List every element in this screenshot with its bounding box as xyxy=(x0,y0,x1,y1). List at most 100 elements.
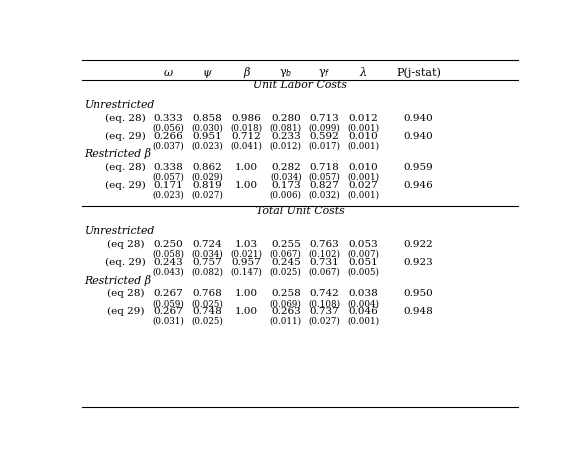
Text: 1.03: 1.03 xyxy=(235,239,258,248)
Text: 0.010: 0.010 xyxy=(348,131,378,140)
Text: (0.001): (0.001) xyxy=(347,316,379,325)
Text: Unrestricted: Unrestricted xyxy=(84,100,155,109)
Text: (0.041): (0.041) xyxy=(231,141,263,150)
Text: 0.282: 0.282 xyxy=(271,163,301,172)
Text: (0.001): (0.001) xyxy=(347,190,379,200)
Text: (0.017): (0.017) xyxy=(308,141,340,150)
Text: (0.001): (0.001) xyxy=(347,141,379,150)
Text: (eq. 29): (eq. 29) xyxy=(105,181,146,189)
Text: β: β xyxy=(244,67,250,78)
Text: (0.021): (0.021) xyxy=(231,249,263,258)
Text: 0.986: 0.986 xyxy=(232,113,261,122)
Text: 0.051: 0.051 xyxy=(348,257,378,266)
Text: (eq. 28): (eq. 28) xyxy=(105,113,146,123)
Text: 1.00: 1.00 xyxy=(235,181,258,189)
Text: 0.267: 0.267 xyxy=(154,288,183,298)
Text: (0.025): (0.025) xyxy=(191,299,223,307)
Text: ω: ω xyxy=(164,68,173,78)
Text: 1.00: 1.00 xyxy=(235,288,258,298)
Text: 0.950: 0.950 xyxy=(404,288,433,298)
Text: (eq. 29): (eq. 29) xyxy=(105,131,146,140)
Text: 0.959: 0.959 xyxy=(404,163,433,172)
Text: 0.940: 0.940 xyxy=(404,113,433,122)
Text: Restricted β: Restricted β xyxy=(84,274,152,285)
Text: (0.056): (0.056) xyxy=(153,124,185,132)
Text: 0.712: 0.712 xyxy=(232,131,261,140)
Text: γ$_f$: γ$_f$ xyxy=(318,67,331,79)
Text: 0.038: 0.038 xyxy=(348,288,378,298)
Text: 0.957: 0.957 xyxy=(232,257,261,266)
Text: (0.030): (0.030) xyxy=(191,124,223,132)
Text: 0.757: 0.757 xyxy=(192,257,222,266)
Text: 0.827: 0.827 xyxy=(309,181,339,189)
Text: (0.005): (0.005) xyxy=(347,267,379,276)
Text: (0.058): (0.058) xyxy=(152,249,185,258)
Text: 0.737: 0.737 xyxy=(309,307,339,315)
Text: (0.025): (0.025) xyxy=(270,267,302,276)
Text: (0.059): (0.059) xyxy=(153,299,185,307)
Text: 0.748: 0.748 xyxy=(192,307,222,315)
Text: 0.948: 0.948 xyxy=(404,307,433,315)
Text: ψ: ψ xyxy=(203,68,212,78)
Text: (0.067): (0.067) xyxy=(308,267,340,276)
Text: 1.00: 1.00 xyxy=(235,307,258,315)
Text: 0.858: 0.858 xyxy=(192,113,222,122)
Text: 0.263: 0.263 xyxy=(271,307,301,315)
Text: 0.280: 0.280 xyxy=(271,113,301,122)
Text: (0.018): (0.018) xyxy=(231,124,263,132)
Text: 0.718: 0.718 xyxy=(309,163,339,172)
Text: P(j-stat): P(j-stat) xyxy=(396,68,441,78)
Text: 0.250: 0.250 xyxy=(154,239,183,248)
Text: (0.081): (0.081) xyxy=(270,124,302,132)
Text: 0.922: 0.922 xyxy=(404,239,433,248)
Text: 0.012: 0.012 xyxy=(348,113,378,122)
Text: 0.010: 0.010 xyxy=(348,163,378,172)
Text: 0.731: 0.731 xyxy=(309,257,339,266)
Text: 0.027: 0.027 xyxy=(348,181,378,189)
Text: (0.023): (0.023) xyxy=(153,190,185,200)
Text: (0.108): (0.108) xyxy=(308,299,340,307)
Text: (eq 28): (eq 28) xyxy=(107,288,144,298)
Text: (0.001): (0.001) xyxy=(347,173,379,181)
Text: (0.027): (0.027) xyxy=(308,316,340,325)
Text: 0.053: 0.053 xyxy=(348,239,378,248)
Text: 1.00: 1.00 xyxy=(235,163,258,172)
Text: (0.099): (0.099) xyxy=(308,124,340,132)
Text: (0.025): (0.025) xyxy=(191,316,223,325)
Text: 0.173: 0.173 xyxy=(271,181,301,189)
Text: (0.147): (0.147) xyxy=(231,267,263,276)
Text: 0.258: 0.258 xyxy=(271,288,301,298)
Text: 0.333: 0.333 xyxy=(154,113,183,122)
Text: (eq 29): (eq 29) xyxy=(107,306,144,315)
Text: (0.034): (0.034) xyxy=(270,173,302,181)
Text: (eq. 28): (eq. 28) xyxy=(105,163,146,172)
Text: 0.713: 0.713 xyxy=(309,113,339,122)
Text: (0.034): (0.034) xyxy=(192,249,223,258)
Text: Restricted β: Restricted β xyxy=(84,148,152,159)
Text: (0.011): (0.011) xyxy=(270,316,302,325)
Text: 0.243: 0.243 xyxy=(154,257,183,266)
Text: Unrestricted: Unrestricted xyxy=(84,225,155,235)
Text: (0.006): (0.006) xyxy=(270,190,302,200)
Text: 0.940: 0.940 xyxy=(404,131,433,140)
Text: 0.724: 0.724 xyxy=(192,239,222,248)
Text: (eq 28): (eq 28) xyxy=(107,239,144,248)
Text: 0.923: 0.923 xyxy=(404,257,433,266)
Text: (0.069): (0.069) xyxy=(270,299,302,307)
Text: λ: λ xyxy=(359,68,366,78)
Text: Unit Labor Costs: Unit Labor Costs xyxy=(253,80,347,90)
Text: (0.032): (0.032) xyxy=(308,190,340,200)
Text: 0.255: 0.255 xyxy=(271,239,301,248)
Text: 0.862: 0.862 xyxy=(192,163,222,172)
Text: 0.046: 0.046 xyxy=(348,307,378,315)
Text: (0.031): (0.031) xyxy=(153,316,185,325)
Text: (0.102): (0.102) xyxy=(308,249,340,258)
Text: (0.027): (0.027) xyxy=(191,190,223,200)
Text: 0.951: 0.951 xyxy=(192,131,222,140)
Text: γ$_b$: γ$_b$ xyxy=(279,67,292,79)
Text: (0.067): (0.067) xyxy=(270,249,302,258)
Text: 0.592: 0.592 xyxy=(309,131,339,140)
Text: (0.004): (0.004) xyxy=(347,299,379,307)
Text: 0.267: 0.267 xyxy=(154,307,183,315)
Text: (0.001): (0.001) xyxy=(347,124,379,132)
